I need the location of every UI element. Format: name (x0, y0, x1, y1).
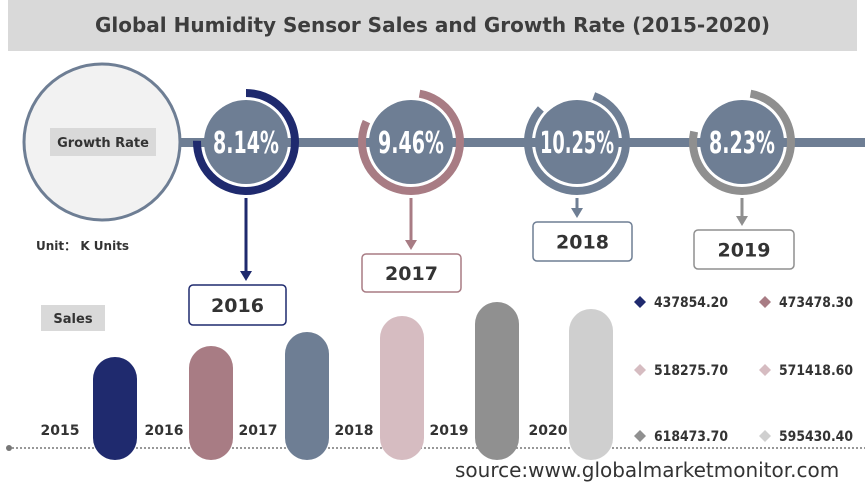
legend-value-label: 518275.70 (654, 363, 728, 379)
legend-marker (759, 364, 771, 376)
legend-marker (634, 430, 646, 442)
legend-marker (634, 364, 646, 376)
chart-title: Global Humidity Sensor Sales and Growth … (94, 13, 771, 37)
sales-category-label: 2015 (41, 423, 80, 439)
source-credit: source:www.globalmarketmonitor.com (455, 458, 840, 482)
growth-rate-label: 8.14% (213, 126, 279, 161)
timeline-connector (180, 138, 865, 147)
sales-bar (569, 309, 613, 460)
legend-value-label: 437854.20 (654, 295, 728, 311)
growth-rate-label: 9.46% (378, 126, 444, 161)
growth-arrow-head (571, 208, 583, 218)
legend-marker (759, 430, 771, 442)
growth-disc (204, 100, 288, 184)
sales-bar (189, 346, 233, 460)
year-box-label: 2018 (556, 232, 609, 254)
sales-category-label: 2018 (335, 423, 374, 439)
sales-category-label: 2016 (145, 423, 184, 439)
growth-disc (535, 100, 619, 184)
year-box-label: 2019 (718, 240, 771, 262)
unit-label: Unit： K Units (36, 239, 130, 253)
growth-ring-arc (358, 89, 464, 195)
year-box-label: 2016 (211, 295, 264, 317)
sales-category-label: 2020 (529, 423, 568, 439)
year-box (361, 253, 462, 293)
legend-marker (634, 296, 646, 308)
title-bar: Global Humidity Sensor Sales and Growth … (8, 0, 857, 51)
legend-value-label: 618473.70 (654, 429, 728, 445)
year-box (693, 229, 795, 270)
growth-ring-arc (524, 92, 630, 195)
sales-bar (380, 316, 424, 460)
growth-header-pill (50, 128, 156, 156)
year-box (188, 284, 287, 326)
growth-header-label: Growth Rate (57, 136, 149, 151)
growth-arrow-head (405, 240, 417, 250)
growth-arrow-head (240, 271, 252, 281)
growth-disc (369, 100, 453, 184)
sales-category-label: 2019 (430, 423, 469, 439)
growth-ring-arc (689, 89, 795, 195)
sales-bar (475, 302, 519, 460)
sales-header-pill (41, 305, 105, 331)
legend-marker (759, 296, 771, 308)
year-box (532, 221, 633, 262)
legend-value-label: 571418.60 (779, 363, 853, 379)
sales-header-label: Sales (53, 312, 92, 327)
growth-rate-label: 8.23% (709, 126, 775, 161)
legend-value-label: 473478.30 (779, 295, 853, 311)
growth-disc (700, 100, 784, 184)
sales-category-label: 2017 (239, 423, 278, 439)
year-box-label: 2017 (385, 263, 438, 285)
growth-arrow-head (736, 216, 748, 226)
growth-rate-label: 10.25% (540, 126, 614, 161)
sales-bar (285, 332, 329, 460)
growth-ring-arc (193, 89, 299, 195)
sales-bar (93, 357, 137, 460)
sales-baseline-cap (6, 445, 12, 451)
legend-value-label: 595430.40 (779, 429, 853, 445)
